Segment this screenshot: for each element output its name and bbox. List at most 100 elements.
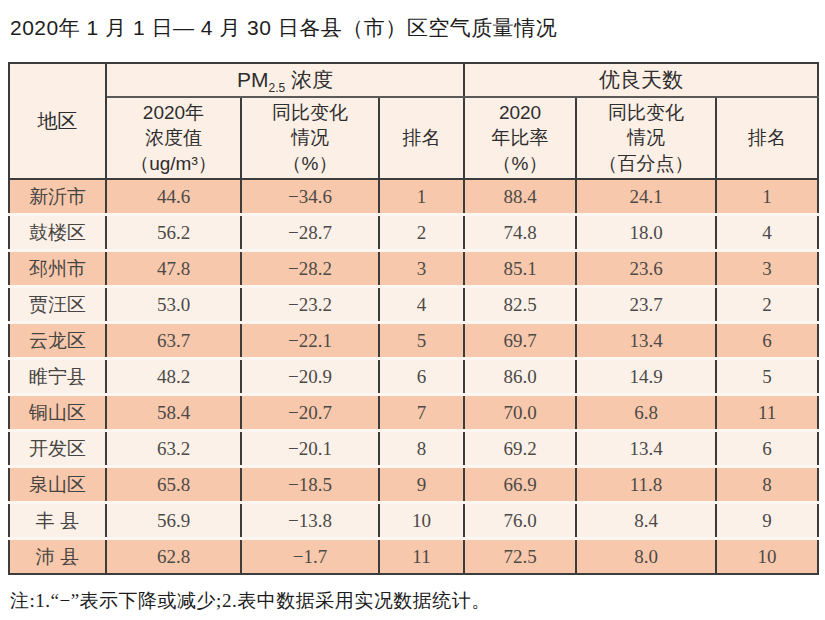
sub-header-row: 2020年 浓度值 （ug/m³） 同比变化 情况 （%） 排名 2020 年比… <box>9 97 818 179</box>
footnote: 注:1.“−”表示下降或减少;2.表中数据采用实况数据统计。 <box>10 588 817 614</box>
cell-pm-rank: 11 <box>379 539 464 575</box>
table-row: 睢宁县48.2−20.9686.014.95 <box>9 359 818 395</box>
cell-pm-rank: 9 <box>379 467 464 503</box>
table-row: 贾汪区53.0−23.2482.523.72 <box>9 287 818 323</box>
cell-good-change: 23.7 <box>576 287 716 323</box>
header-pm-change: 同比变化 情况 （%） <box>241 97 379 179</box>
header-good-rank: 排名 <box>716 97 818 179</box>
cell-good-ratio: 66.9 <box>464 467 576 503</box>
cell-pm-rank: 1 <box>379 179 464 215</box>
cell-good-ratio: 82.5 <box>464 287 576 323</box>
cell-pm-change: −20.9 <box>241 359 379 395</box>
cell-region: 新沂市 <box>9 179 106 215</box>
cell-pm-change: −34.6 <box>241 179 379 215</box>
cell-region: 铜山区 <box>9 395 106 431</box>
cell-region: 邳州市 <box>9 251 106 287</box>
cell-good-rank: 4 <box>716 215 818 251</box>
header-good-ratio: 2020 年比率 （%） <box>464 97 576 179</box>
table-row: 丰 县56.9−13.81076.08.49 <box>9 503 818 539</box>
table-row: 铜山区58.4−20.7770.06.811 <box>9 395 818 431</box>
cell-region: 云龙区 <box>9 323 106 359</box>
cell-good-ratio: 72.5 <box>464 539 576 575</box>
cell-pm-value: 47.8 <box>106 251 241 287</box>
cell-pm-value: 56.9 <box>106 503 241 539</box>
pm-suffix: 浓度 <box>285 68 333 91</box>
cell-good-ratio: 85.1 <box>464 251 576 287</box>
cell-good-ratio: 88.4 <box>464 179 576 215</box>
cell-pm-value: 65.8 <box>106 467 241 503</box>
cell-good-ratio: 69.2 <box>464 431 576 467</box>
table-row: 邳州市47.8−28.2385.123.63 <box>9 251 818 287</box>
cell-good-change: 11.8 <box>576 467 716 503</box>
pm-prefix: PM <box>237 68 269 91</box>
cell-pm-value: 48.2 <box>106 359 241 395</box>
cell-good-change: 18.0 <box>576 215 716 251</box>
table-body: 新沂市44.6−34.6188.424.11鼓楼区56.2−28.7274.81… <box>9 179 818 574</box>
cell-good-rank: 9 <box>716 503 818 539</box>
cell-pm-change: −13.8 <box>241 503 379 539</box>
page: 2020年 1 月 1 日— 4 月 30 日各县（市）区空气质量情况 地区 P… <box>0 0 825 620</box>
header-pm-value: 2020年 浓度值 （ug/m³） <box>106 97 241 179</box>
cell-good-change: 13.4 <box>576 431 716 467</box>
cell-pm-value: 44.6 <box>106 179 241 215</box>
header-pm-rank: 排名 <box>379 97 464 179</box>
table-row: 沛 县62.8−1.71172.58.010 <box>9 539 818 575</box>
cell-good-rank: 8 <box>716 467 818 503</box>
cell-region: 贾汪区 <box>9 287 106 323</box>
cell-region: 泉山区 <box>9 467 106 503</box>
cell-region: 沛 县 <box>9 539 106 575</box>
cell-good-ratio: 69.7 <box>464 323 576 359</box>
cell-good-rank: 6 <box>716 431 818 467</box>
pm-subscript: 2.5 <box>269 81 286 95</box>
cell-good-ratio: 86.0 <box>464 359 576 395</box>
cell-pm-rank: 10 <box>379 503 464 539</box>
cell-good-rank: 6 <box>716 323 818 359</box>
cell-good-rank: 2 <box>716 287 818 323</box>
cell-good-ratio: 70.0 <box>464 395 576 431</box>
cell-pm-rank: 4 <box>379 287 464 323</box>
table-row: 云龙区63.7−22.1569.713.46 <box>9 323 818 359</box>
page-title: 2020年 1 月 1 日— 4 月 30 日各县（市）区空气质量情况 <box>10 14 817 42</box>
cell-pm-change: −28.7 <box>241 215 379 251</box>
cell-pm-change: −20.7 <box>241 395 379 431</box>
cell-pm-value: 53.0 <box>106 287 241 323</box>
cell-good-rank: 10 <box>716 539 818 575</box>
cell-good-rank: 3 <box>716 251 818 287</box>
table-row: 鼓楼区56.2−28.7274.818.04 <box>9 215 818 251</box>
header-good-change: 同比变化 情况 （百分点） <box>576 97 716 179</box>
group-header-row: 地区 PM2.5 浓度 优良天数 <box>9 63 818 97</box>
cell-pm-change: −23.2 <box>241 287 379 323</box>
cell-good-rank: 11 <box>716 395 818 431</box>
table-header: 地区 PM2.5 浓度 优良天数 2020年 浓度值 （ug/m³） 同比变化 … <box>9 63 818 179</box>
cell-good-rank: 1 <box>716 179 818 215</box>
cell-pm-value: 56.2 <box>106 215 241 251</box>
cell-pm-value: 63.7 <box>106 323 241 359</box>
pm25-label: PM2.5 浓度 <box>237 68 333 91</box>
cell-good-change: 24.1 <box>576 179 716 215</box>
cell-pm-value: 62.8 <box>106 539 241 575</box>
cell-pm-rank: 8 <box>379 431 464 467</box>
header-group-good-days: 优良天数 <box>464 63 818 97</box>
cell-pm-change: −28.2 <box>241 251 379 287</box>
cell-pm-change: −18.5 <box>241 467 379 503</box>
cell-pm-rank: 2 <box>379 215 464 251</box>
cell-region: 开发区 <box>9 431 106 467</box>
table-row: 新沂市44.6−34.6188.424.11 <box>9 179 818 215</box>
cell-good-change: 6.8 <box>576 395 716 431</box>
cell-good-change: 8.4 <box>576 503 716 539</box>
cell-pm-value: 58.4 <box>106 395 241 431</box>
header-group-pm25: PM2.5 浓度 <box>106 63 464 97</box>
cell-good-change: 23.6 <box>576 251 716 287</box>
cell-pm-change: −20.1 <box>241 431 379 467</box>
cell-pm-rank: 3 <box>379 251 464 287</box>
cell-good-change: 14.9 <box>576 359 716 395</box>
cell-region: 鼓楼区 <box>9 215 106 251</box>
cell-good-change: 8.0 <box>576 539 716 575</box>
cell-region: 睢宁县 <box>9 359 106 395</box>
cell-pm-rank: 6 <box>379 359 464 395</box>
cell-pm-rank: 5 <box>379 323 464 359</box>
table-row: 开发区63.2−20.1869.213.46 <box>9 431 818 467</box>
cell-pm-rank: 7 <box>379 395 464 431</box>
table-row: 泉山区65.8−18.5966.911.88 <box>9 467 818 503</box>
cell-good-rank: 5 <box>716 359 818 395</box>
